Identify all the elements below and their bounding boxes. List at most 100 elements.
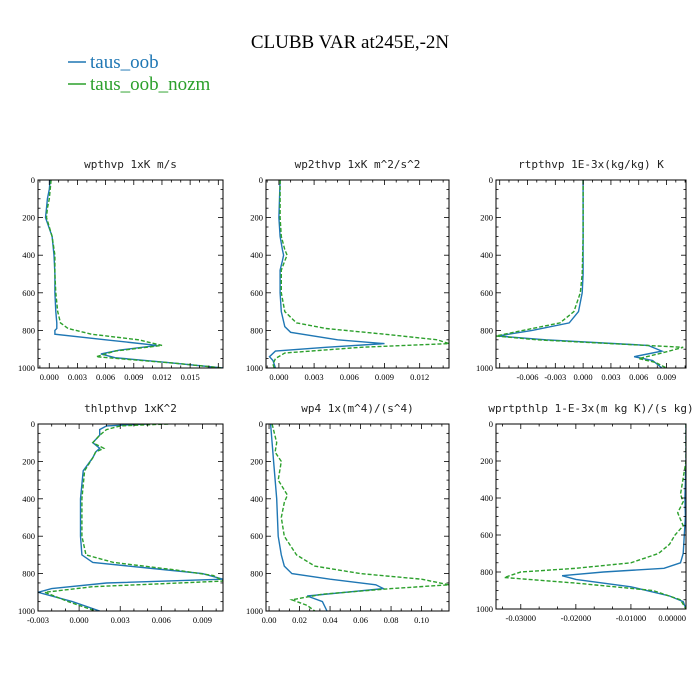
chart-panel-4: thlpthvp 1xK^2 0 200 400 600 800 1000-0.003 0.0…: [18, 402, 224, 625]
x-tick-label: -0.006: [517, 372, 539, 382]
panel-title: wp4 1x(m^4)/(s^4): [301, 402, 414, 415]
y-tick-label: 400: [250, 494, 263, 504]
x-tick-label: -0.03000: [506, 613, 536, 623]
y-tick-label: 800: [250, 325, 263, 335]
legend-label-taus-oob-nozm: taus_oob_nozm: [90, 74, 211, 95]
y-tick-label: 200: [250, 213, 263, 223]
panel-title: rtpthvp 1E-3x(kg/kg) K: [518, 158, 664, 171]
y-tick-label: 600: [480, 288, 493, 298]
x-tick-label: 0.009: [193, 615, 212, 625]
y-tick-label: 200: [480, 213, 493, 223]
y-tick-label: 400: [480, 250, 493, 260]
x-tick-label: 0.003: [68, 372, 87, 382]
x-tick-label: -0.003: [544, 372, 566, 382]
series-line-taus-oob: [497, 180, 665, 368]
x-tick-label: 0.04: [323, 615, 339, 625]
x-tick-label: 0.015: [181, 372, 200, 382]
chart-panel-2: wp2thvp 1xK m^2/s^2 0 200 400 600 800 1000 0.00…: [246, 158, 450, 382]
y-tick-label: 200: [22, 213, 35, 223]
series-line-taus-oob-nozm: [44, 424, 223, 611]
x-tick-label: 0.006: [340, 372, 359, 382]
chart-panel-1: wpthvp 1xK m/s 0 200 400 600 800 1000 0.000 0.00…: [18, 158, 224, 382]
figure-title: CLUBB VAR at245E,-2N: [251, 32, 450, 53]
x-tick-label: 0.000: [70, 615, 89, 625]
series-line-taus-oob: [44, 180, 223, 368]
y-tick-label: 0: [259, 419, 263, 429]
panel-title: wpthvp 1xK m/s: [84, 158, 177, 171]
series-line-taus-oob: [561, 424, 686, 609]
x-tick-label: 0.009: [657, 372, 676, 382]
plot-frame: [37, 179, 224, 369]
y-tick-label: 1000: [18, 606, 35, 616]
series-line-taus-oob-nozm: [272, 180, 449, 368]
y-tick-label: 1000: [476, 363, 493, 373]
y-tick-label: 0: [259, 175, 263, 185]
plot-frame: [495, 179, 687, 369]
x-tick-label: 0.009: [124, 372, 143, 382]
y-tick-label: 600: [250, 288, 263, 298]
y-tick-label: 1000: [246, 606, 263, 616]
y-tick-label: 400: [22, 250, 35, 260]
y-tick-label: 800: [22, 325, 35, 335]
x-tick-label: -0.01000: [616, 613, 646, 623]
y-tick-label: 600: [22, 288, 35, 298]
y-tick-label: 400: [250, 250, 263, 260]
y-tick-label: 800: [480, 325, 493, 335]
y-tick-label: 1000: [18, 363, 35, 373]
plot-frame: [37, 423, 224, 612]
x-tick-label: 0.003: [601, 372, 620, 382]
y-tick-label: 600: [480, 530, 493, 540]
x-tick-label: 0.000: [40, 372, 59, 382]
panel-title: thlpthvp 1xK^2: [84, 402, 177, 415]
plot-frame: [265, 179, 450, 369]
x-tick-label: 0.009: [375, 372, 394, 382]
x-tick-label: 0.003: [305, 372, 324, 382]
series-line-taus-oob: [269, 424, 386, 611]
y-tick-label: 400: [480, 493, 493, 503]
x-tick-label: 0.012: [410, 372, 429, 382]
y-tick-label: 200: [250, 456, 263, 466]
x-tick-label: 0.10: [414, 615, 429, 625]
x-tick-label: 0.000: [269, 372, 288, 382]
legend: taus_oob taus_oob_nozm: [68, 52, 211, 95]
y-tick-label: 0: [31, 419, 35, 429]
y-tick-label: 400: [22, 494, 35, 504]
y-tick-label: 600: [250, 531, 263, 541]
series-line-taus-oob-nozm: [496, 180, 684, 368]
panel-title: wprtpthlp 1-E-3x(m kg K)/(s kg): [488, 402, 693, 415]
y-tick-label: 0: [31, 175, 35, 185]
series-line-taus-oob-nozm: [504, 424, 686, 609]
series-line-taus-oob-nozm: [45, 180, 223, 368]
legend-label-taus-oob: taus_oob: [90, 52, 159, 73]
series-line-taus-oob: [38, 424, 223, 611]
x-tick-label: 0.012: [152, 372, 171, 382]
x-tick-label: 0.00: [262, 615, 277, 625]
chart-panel-6: wprtpthlp 1-E-3x(m kg K)/(s kg) 0 200 400 60…: [476, 402, 694, 623]
x-tick-label: 0.00000: [658, 613, 686, 623]
x-tick-label: 0.006: [629, 372, 648, 382]
x-tick-label: 0.02: [292, 615, 307, 625]
chart-panel-3: rtpthvp 1E-3x(kg/kg) K 0 200 400 600 800 1000 -…: [476, 158, 687, 382]
x-tick-label: 0.006: [152, 615, 171, 625]
y-tick-label: 0: [489, 419, 493, 429]
series-line-taus-oob: [268, 180, 385, 368]
x-tick-label: 0.006: [96, 372, 115, 382]
y-tick-label: 800: [480, 567, 493, 577]
x-tick-label: 0.003: [111, 615, 130, 625]
x-tick-label: -0.02000: [561, 613, 591, 623]
x-tick-label: 0.06: [353, 615, 368, 625]
y-tick-label: 1000: [476, 604, 493, 614]
x-tick-label: -0.003: [27, 615, 49, 625]
y-tick-label: 1000: [246, 363, 263, 373]
x-tick-label: 0.08: [384, 615, 399, 625]
y-tick-label: 800: [22, 569, 35, 579]
y-tick-label: 200: [22, 456, 35, 466]
y-tick-label: 0: [489, 175, 493, 185]
y-tick-label: 600: [22, 531, 35, 541]
y-tick-label: 800: [250, 569, 263, 579]
y-tick-label: 200: [480, 456, 493, 466]
x-tick-label: 0.000: [574, 372, 593, 382]
